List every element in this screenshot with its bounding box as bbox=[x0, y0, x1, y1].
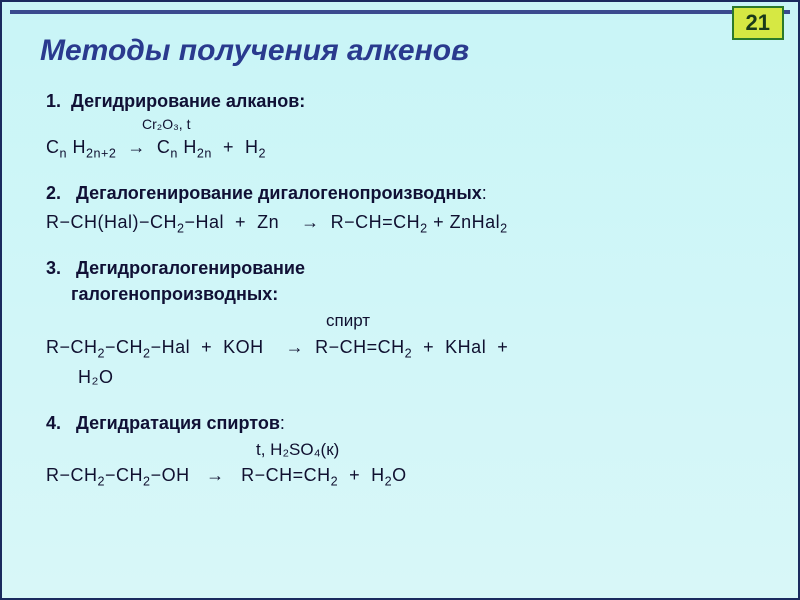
section-3-heading: 3. Дегидрогалогенирование галогенопроизв… bbox=[46, 255, 768, 307]
section-4-heading: 4. Дегидратация спиртов: bbox=[46, 410, 768, 436]
section-1-title: Дегидрирование алканов: bbox=[71, 91, 305, 111]
section-2-formula: R−CH(Hal)−CH2−Hal + Zn → R−CH=CH2 + ZnHa… bbox=[46, 209, 768, 235]
section-4-num: 4. bbox=[46, 413, 61, 433]
slide: 21 Методы получения алкенов 1. Дегидриро… bbox=[0, 0, 800, 600]
section-2-title: Дегалогенирование дигалогенопроизводных bbox=[76, 183, 482, 203]
content-area: 1. Дегидрирование алканов: Cr₂O₃, t Cn H… bbox=[46, 82, 768, 493]
section-3-formula: R−CH2−CH2−Hal + KOH → R−CH=CH2 + KHal + bbox=[46, 334, 768, 360]
page-number-badge: 21 bbox=[732, 6, 784, 40]
section-3-num: 3. bbox=[46, 258, 61, 278]
section-3-formula-cont: H₂O bbox=[78, 364, 768, 390]
section-1-num: 1. bbox=[46, 91, 61, 111]
section-4-catalyst: t, H₂SO₄(к) bbox=[256, 438, 768, 463]
section-1-heading: 1. Дегидрирование алканов: bbox=[46, 88, 768, 114]
section-4-title: Дегидратация спиртов bbox=[76, 413, 280, 433]
slide-title: Методы получения алкенов bbox=[40, 34, 469, 68]
section-3-catalyst: спирт bbox=[326, 309, 768, 334]
section-2-num: 2. bbox=[46, 183, 61, 203]
section-1-catalyst: Cr₂O₃, t bbox=[142, 114, 768, 134]
section-1-formula: Cn H2n+2 → Cn H2n + H2 bbox=[46, 134, 768, 160]
section-4-formula: R−CH2−CH2−OH → R−CH=CH2 + H2O bbox=[46, 462, 768, 488]
section-2-heading: 2. Дегалогенирование дигалогенопроизводн… bbox=[46, 180, 768, 206]
section-3-title: Дегидрогалогенирование галогенопроизводн… bbox=[46, 258, 305, 304]
